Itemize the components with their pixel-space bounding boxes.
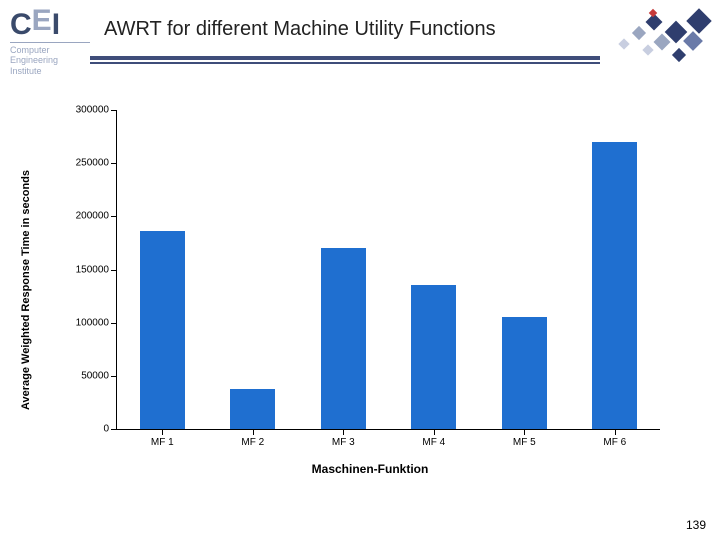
x-tick-label: MF 1 bbox=[151, 437, 174, 448]
logo-letters: C E I bbox=[10, 10, 90, 40]
slide: C E I Computer Engineering Institute AWR… bbox=[0, 0, 720, 540]
y-tick bbox=[111, 376, 117, 377]
awrt-chart: Average Weighted Response Time in second… bbox=[70, 100, 670, 480]
y-tick bbox=[111, 429, 117, 430]
page-number: 139 bbox=[686, 518, 706, 532]
y-tick bbox=[111, 216, 117, 217]
logo-letter-e: E bbox=[32, 6, 52, 36]
y-axis-label: Average Weighted Response Time in second… bbox=[20, 170, 32, 410]
title-rule-bar1 bbox=[90, 56, 600, 60]
diamond-icon bbox=[632, 26, 646, 40]
x-tick-label: MF 4 bbox=[422, 437, 445, 448]
y-tick-label: 200000 bbox=[76, 211, 109, 222]
diamond-icon bbox=[686, 8, 711, 33]
bar bbox=[592, 142, 637, 429]
y-tick-label: 150000 bbox=[76, 264, 109, 275]
x-tick-label: MF 6 bbox=[603, 437, 626, 448]
y-tick-label: 100000 bbox=[76, 317, 109, 328]
logo-sub1: Computer bbox=[10, 45, 90, 55]
x-tick bbox=[162, 429, 163, 435]
plot-area: 050000100000150000200000250000300000MF 1… bbox=[116, 110, 660, 430]
bar bbox=[502, 317, 547, 429]
logo-sub2: Engineering bbox=[10, 55, 90, 65]
x-tick bbox=[615, 429, 616, 435]
x-tick bbox=[253, 429, 254, 435]
diamond-icon bbox=[642, 44, 653, 55]
x-tick-label: MF 2 bbox=[241, 437, 264, 448]
x-tick bbox=[524, 429, 525, 435]
y-tick bbox=[111, 323, 117, 324]
title-wrap: AWRT for different Machine Utility Funct… bbox=[104, 18, 590, 41]
title-rule-bar2 bbox=[90, 62, 600, 64]
diamond-icon bbox=[618, 38, 629, 49]
institute-logo: C E I Computer Engineering Institute bbox=[10, 10, 90, 76]
bar bbox=[140, 231, 185, 429]
y-tick bbox=[111, 163, 117, 164]
y-tick bbox=[111, 110, 117, 111]
x-tick-label: MF 3 bbox=[332, 437, 355, 448]
logo-sub3: Institute bbox=[10, 66, 90, 76]
decorative-diamonds bbox=[604, 6, 714, 66]
y-tick-label: 50000 bbox=[81, 370, 109, 381]
logo-letter-c: C bbox=[10, 10, 32, 40]
bars-layer bbox=[117, 110, 660, 429]
y-tick-label: 0 bbox=[103, 424, 109, 435]
y-tick-label: 300000 bbox=[76, 105, 109, 116]
x-tick bbox=[434, 429, 435, 435]
diamond-icon bbox=[672, 48, 686, 62]
page-title: AWRT for different Machine Utility Funct… bbox=[104, 18, 590, 41]
diamond-icon bbox=[683, 31, 703, 51]
x-axis-label: Maschinen-Funktion bbox=[312, 462, 429, 476]
bar bbox=[411, 285, 456, 429]
title-rule bbox=[90, 56, 600, 64]
y-tick-label: 250000 bbox=[76, 158, 109, 169]
x-tick bbox=[343, 429, 344, 435]
bar bbox=[321, 248, 366, 429]
x-tick-label: MF 5 bbox=[513, 437, 536, 448]
y-tick bbox=[111, 270, 117, 271]
logo-divider bbox=[10, 42, 90, 43]
bar bbox=[230, 389, 275, 429]
logo-letter-i: I bbox=[52, 10, 60, 40]
